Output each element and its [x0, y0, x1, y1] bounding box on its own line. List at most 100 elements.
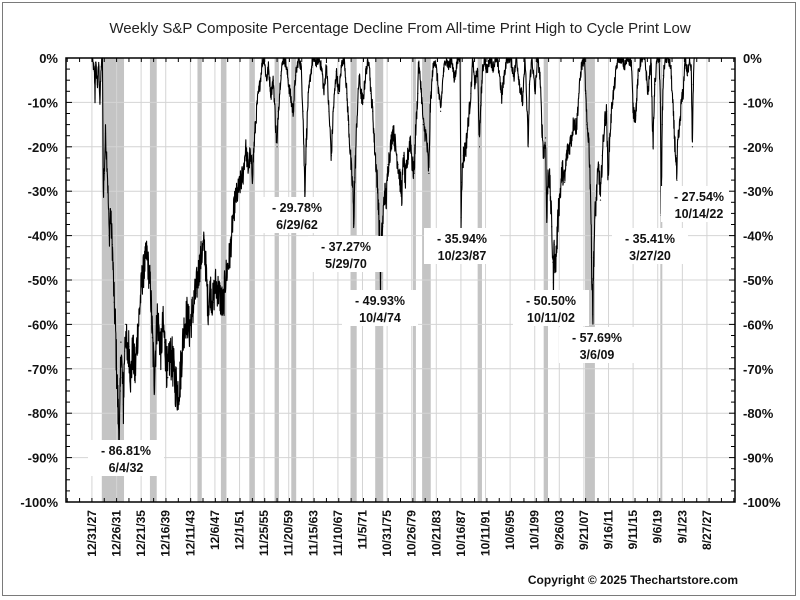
y-tick-label-left: -80% — [28, 406, 59, 421]
annotation-label: - 86.81% 6/4/32 — [88, 440, 164, 476]
data-point — [552, 281, 555, 283]
x-tick-label: 11/15/63 — [306, 510, 320, 556]
data-point — [480, 101, 482, 103]
y-tick-label-right: -80% — [743, 406, 774, 421]
data-point — [590, 257, 593, 259]
data-point — [686, 75, 689, 77]
data-point — [372, 110, 374, 112]
data-point — [134, 372, 136, 374]
data-point — [227, 266, 229, 268]
data-point — [219, 297, 221, 299]
data-point — [177, 390, 179, 392]
x-tick-label: 10/1/99 — [528, 510, 542, 550]
data-point — [462, 155, 465, 157]
data-point — [588, 137, 590, 139]
annotation-label: - 37.27% 5/29/70 — [308, 236, 384, 272]
data-point — [275, 128, 277, 130]
data-point — [154, 350, 157, 352]
x-tick-label: 9/11/15 — [626, 510, 640, 550]
data-point — [365, 70, 367, 72]
x-tick-label: 10/11/91 — [479, 510, 493, 556]
annotation-box — [612, 228, 688, 264]
data-point — [244, 146, 247, 148]
data-point — [373, 146, 376, 148]
data-point — [592, 313, 594, 315]
annotation-box — [88, 440, 164, 476]
annotation-label: - 57.69% 3/6/09 — [559, 327, 635, 363]
annotation-date: 10/14/22 — [675, 207, 724, 221]
y-tick-label-left: -40% — [28, 229, 59, 244]
y-tick-label-right: -60% — [743, 317, 774, 332]
x-tick-label: 9/1/23 — [675, 510, 689, 544]
data-point — [448, 66, 450, 68]
y-tick-label-right: -70% — [743, 362, 774, 377]
data-point — [609, 137, 611, 139]
data-point — [492, 66, 494, 68]
data-point — [124, 350, 126, 352]
data-point — [330, 155, 332, 157]
data-point — [417, 61, 419, 64]
data-point — [678, 128, 681, 130]
data-point — [103, 172, 105, 175]
y-axis-left-labels: 0% -10% -20% -30% -40% -50% -60% -70% -80% -90% -1… — [20, 51, 58, 510]
data-point — [379, 279, 382, 281]
copyright-text: Copyright © 2025 Thechartstore.com — [528, 573, 738, 587]
data-point — [481, 70, 484, 72]
annotation-value: - 50.50% — [526, 294, 576, 308]
annotation-date: 3/6/09 — [580, 348, 615, 362]
data-point — [162, 323, 164, 325]
data-point — [460, 181, 463, 183]
annotation-box — [513, 290, 589, 326]
x-tick-label: 12/16/39 — [159, 510, 173, 557]
data-point — [586, 124, 588, 126]
y-tick-label-left: -90% — [28, 451, 59, 466]
data-point — [114, 323, 116, 325]
data-point — [601, 155, 603, 157]
y-tick-label-right: -90% — [743, 451, 774, 466]
data-point — [594, 217, 596, 219]
y-tick-label-right: 0% — [743, 51, 762, 66]
data-point — [630, 61, 632, 64]
data-point — [498, 70, 500, 72]
data-point — [385, 199, 387, 201]
annotation-date: 6/29/62 — [276, 218, 318, 232]
data-point — [99, 101, 101, 103]
data-point — [232, 221, 234, 223]
data-point — [561, 168, 563, 170]
data-point — [539, 75, 541, 77]
y-tick-label-left: -10% — [28, 95, 59, 110]
data-point — [106, 168, 108, 170]
data-point — [377, 199, 379, 201]
data-point — [259, 84, 261, 86]
data-point — [593, 257, 595, 259]
data-point — [229, 252, 231, 254]
data-point — [285, 61, 287, 64]
data-point — [564, 181, 566, 183]
data-point — [541, 124, 543, 126]
x-tick-label: 11/20/59 — [282, 510, 296, 556]
data-point — [304, 189, 306, 191]
data-point — [350, 168, 352, 170]
data-point — [277, 110, 279, 112]
annotation-box — [308, 236, 384, 272]
axes — [65, 57, 736, 503]
data-point — [171, 359, 173, 361]
data-point — [662, 75, 665, 77]
data-point — [323, 92, 325, 95]
data-point — [356, 124, 358, 126]
data-point — [167, 377, 169, 379]
data-point — [325, 61, 328, 64]
data-point — [151, 337, 154, 339]
data-point — [399, 177, 401, 179]
data-point — [460, 216, 462, 219]
data-point — [378, 235, 381, 237]
data-point — [353, 222, 355, 225]
data-point — [160, 350, 162, 352]
data-point — [128, 346, 130, 348]
data-point — [659, 101, 661, 103]
data-point — [174, 381, 176, 383]
data-point — [503, 75, 505, 77]
data-point — [108, 235, 110, 237]
annotation-value: - 27.54% — [674, 190, 724, 204]
data-point — [413, 172, 415, 175]
